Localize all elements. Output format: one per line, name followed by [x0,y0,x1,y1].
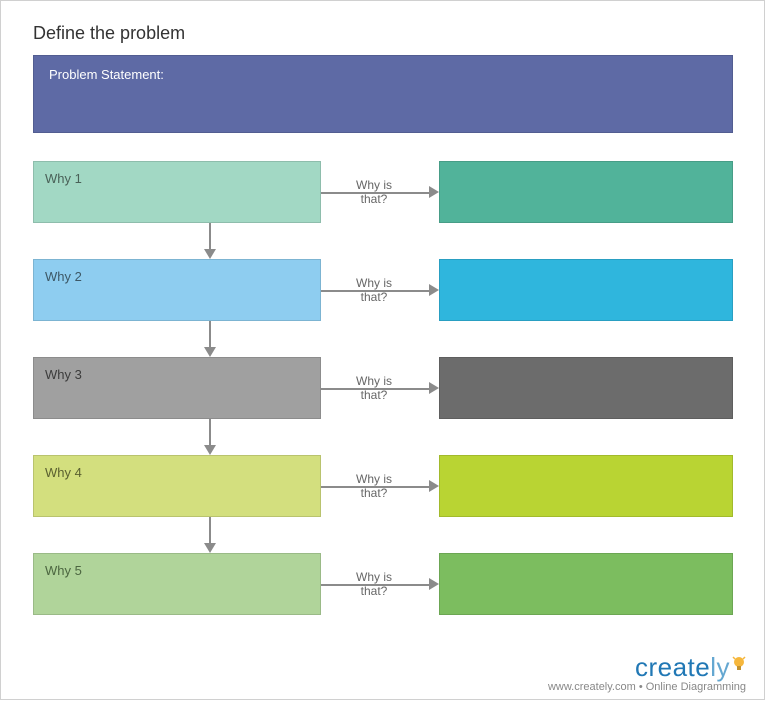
v-connector-3 [209,419,211,445]
why-label-2: Why 2 [45,269,82,284]
h-arrowhead-1 [429,186,439,198]
connector-label-5: Why isthat? [349,571,399,599]
answer-block-1 [439,161,733,223]
brand-part2: ly [710,652,730,682]
answer-block-4 [439,455,733,517]
answer-block-2 [439,259,733,321]
diagram-canvas: Define the problem Problem Statement: Why … [1,1,765,701]
h-arrowhead-2 [429,284,439,296]
v-connector-1 [209,223,211,249]
v-connector-4 [209,517,211,543]
h-arrowhead-4 [429,480,439,492]
connector-label-1: Why isthat? [349,179,399,207]
connector-label-2: Why isthat? [349,277,399,305]
why-label-1: Why 1 [45,171,82,186]
diagram-title: Define the problem [33,23,185,44]
v-connector-2 [209,321,211,347]
why-label-3: Why 3 [45,367,82,382]
brand-footer: createlywww.creately.com • Online Diagra… [548,652,746,693]
v-arrowhead-2 [204,347,216,357]
h-arrowhead-3 [429,382,439,394]
connector-label-3: Why isthat? [349,375,399,403]
brand-tagline: www.creately.com • Online Diagramming [548,681,746,693]
h-arrowhead-5 [429,578,439,590]
lightbulb-icon [732,652,746,683]
brand-logo: creately [548,652,746,683]
answer-block-3 [439,357,733,419]
v-arrowhead-4 [204,543,216,553]
why-label-5: Why 5 [45,563,82,578]
brand-part1: create [635,652,710,682]
v-arrowhead-1 [204,249,216,259]
answer-block-5 [439,553,733,615]
connector-label-4: Why isthat? [349,473,399,501]
why-label-4: Why 4 [45,465,82,480]
problem-statement-label: Problem Statement: [49,67,164,82]
v-arrowhead-3 [204,445,216,455]
